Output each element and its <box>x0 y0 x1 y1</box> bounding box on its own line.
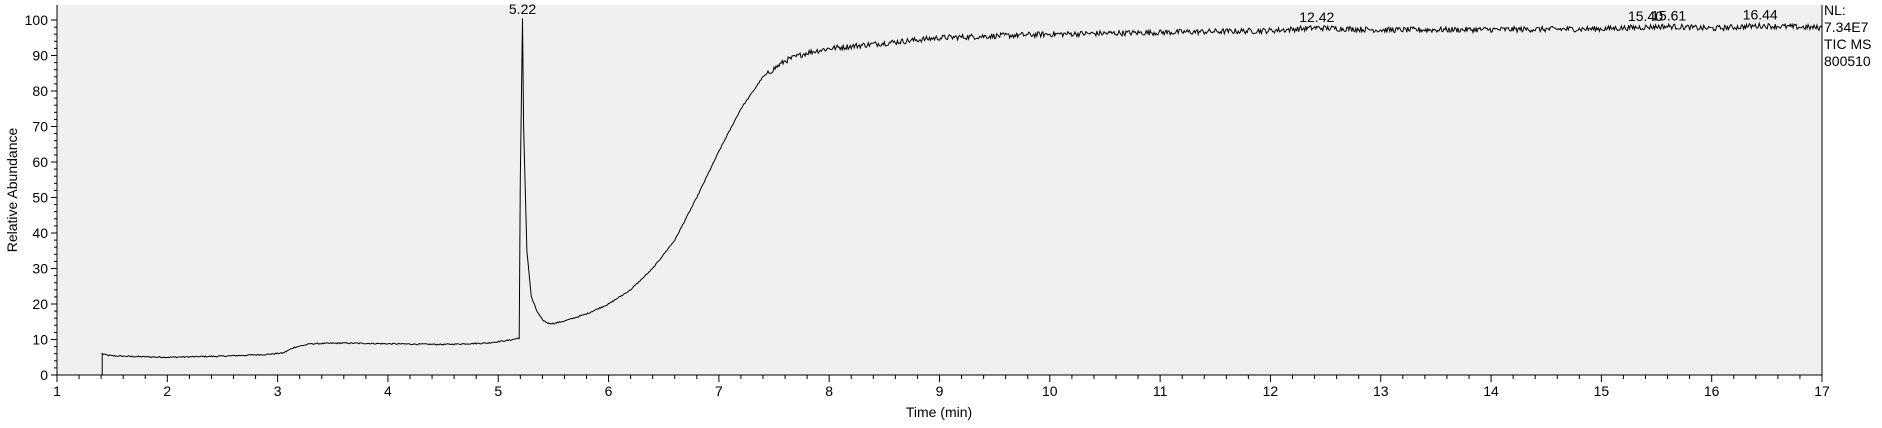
x-tick-label: 13 <box>1373 383 1389 399</box>
x-tick-label: 11 <box>1153 383 1168 399</box>
x-tick-label: 16 <box>1704 383 1720 399</box>
x-axis-title: Time (min) <box>906 404 972 420</box>
peak-label: 15.61 <box>1651 7 1686 23</box>
y-tick-label: 70 <box>32 119 48 135</box>
y-axis-title: Relative Abundance <box>4 128 20 253</box>
peak-label: 12.42 <box>1299 9 1334 25</box>
y-tick-label: 50 <box>32 190 48 206</box>
y-tick-label: 40 <box>32 225 48 241</box>
x-tick-label: 3 <box>274 383 282 399</box>
x-tick-label: 9 <box>936 383 944 399</box>
info-line-2: 7.34E7 <box>1824 19 1869 35</box>
plot-area <box>57 5 1822 375</box>
x-ticks: 1 2 3 4 5 6 7 8 9 10 11 12 13 14 15 16 17 <box>53 375 1830 399</box>
info-block: NL: 7.34E7 TIC MS 800510 <box>1824 2 1871 69</box>
tic-series-line <box>57 18 1823 376</box>
peak-label: 5.22 <box>509 1 536 17</box>
x-tick-label: 5 <box>494 383 502 399</box>
x-tick-label: 10 <box>1042 383 1058 399</box>
x-tick-label: 7 <box>715 383 723 399</box>
x-tick-label: 8 <box>825 383 833 399</box>
peak-label: 15.40 <box>1628 8 1663 24</box>
x-tick-label: 12 <box>1263 383 1279 399</box>
x-tick-label: 2 <box>163 383 171 399</box>
x-tick-label: 1 <box>53 383 61 399</box>
y-tick-label: 60 <box>32 154 48 170</box>
y-tick-label: 20 <box>32 296 48 312</box>
x-tick-label: 4 <box>384 383 392 399</box>
info-line-3: TIC MS <box>1824 36 1871 52</box>
info-line-1: NL: <box>1824 2 1846 18</box>
y-tick-label: 10 <box>32 332 48 348</box>
peak-label: 16.44 <box>1743 7 1778 23</box>
info-line-4: 800510 <box>1824 53 1871 69</box>
x-tick-label: 15 <box>1594 383 1610 399</box>
x-tick-label: 17 <box>1814 383 1830 399</box>
y-ticks: 0 10 20 30 40 50 60 70 80 90 100 <box>25 12 57 383</box>
y-tick-label: 100 <box>25 12 49 28</box>
x-tick-label: 14 <box>1483 383 1499 399</box>
y-tick-label: 80 <box>32 83 48 99</box>
x-tick-label: 6 <box>605 383 613 399</box>
y-tick-label: 30 <box>32 261 48 277</box>
y-tick-label: 90 <box>32 48 48 64</box>
y-tick-label: 0 <box>40 367 48 383</box>
series-layer <box>57 18 1823 376</box>
